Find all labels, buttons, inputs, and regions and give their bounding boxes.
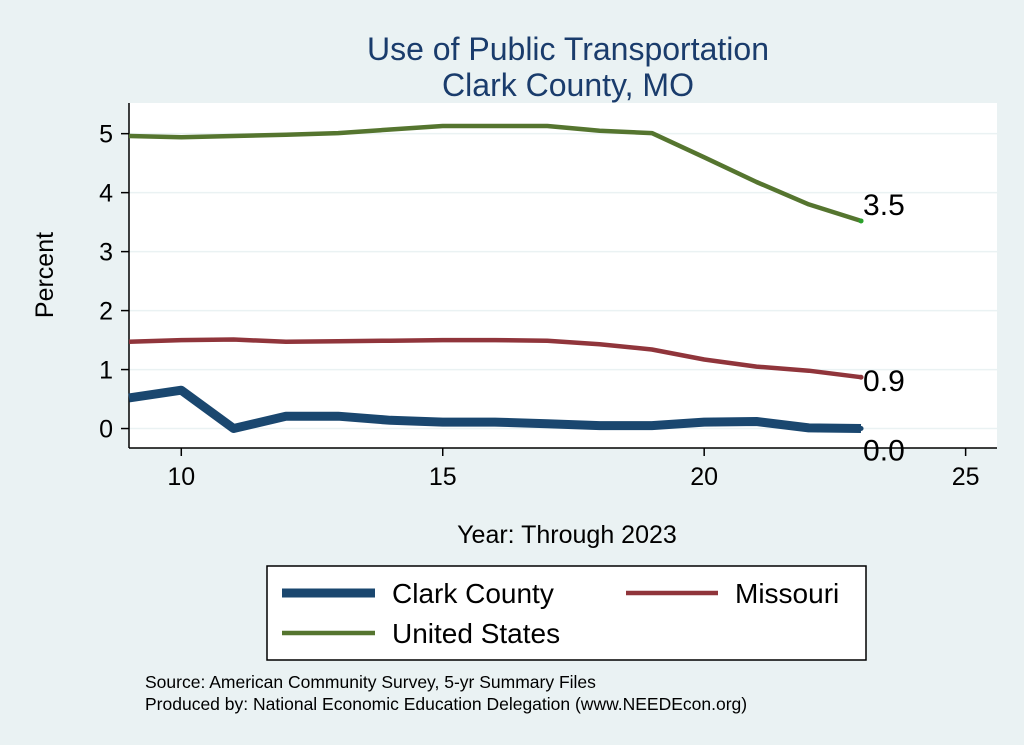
end-label-united-states: 3.5	[863, 189, 905, 222]
x-tick-label: 15	[429, 463, 457, 491]
y-tick-label: 3	[99, 239, 113, 267]
y-tick-label: 5	[99, 121, 113, 149]
end-label-clark-county: 0.0	[863, 435, 905, 468]
chart-title: Use of Public Transportation	[367, 31, 769, 67]
legend-label-clark-county: Clark County	[392, 578, 554, 609]
series-line-missouri	[128, 337, 862, 380]
end-label-missouri: 0.9	[863, 365, 905, 398]
x-tick-label: 25	[952, 463, 980, 491]
x-tick-label: 20	[690, 463, 718, 491]
x-axis-label: Year: Through 2023	[457, 521, 677, 549]
y-axis-ticks: 0 1 2 3 4 5	[99, 121, 129, 444]
end-point-clark-county	[858, 426, 864, 432]
source-note: Source: American Community Survey, 5-yr …	[145, 672, 596, 692]
end-point-missouri	[858, 374, 864, 380]
y-tick-label: 2	[99, 298, 113, 326]
legend-label-missouri: Missouri	[735, 578, 839, 609]
x-axis-ticks: 10 15 20 25	[167, 448, 980, 491]
y-tick-label: 0	[99, 416, 113, 444]
series-line-clark-county	[128, 385, 862, 433]
plot-area	[129, 103, 997, 448]
grid-lines	[129, 132, 997, 430]
end-point-united-states	[858, 218, 864, 224]
y-tick-label: 1	[99, 357, 113, 385]
series-line-united-states	[128, 123, 862, 224]
y-tick-label: 4	[99, 180, 113, 208]
legend: Clark County Missouri United States	[282, 578, 839, 649]
legend-box	[266, 565, 867, 661]
x-tick-label: 10	[167, 463, 195, 491]
legend-label-united-states: United States	[392, 618, 560, 649]
produced-by-note: Produced by: National Economic Education…	[145, 694, 747, 714]
chart-subtitle: Clark County, MO	[442, 67, 694, 103]
series-group: 3.5 0.9 0.0	[128, 123, 905, 468]
y-axis-label: Percent	[31, 232, 59, 318]
